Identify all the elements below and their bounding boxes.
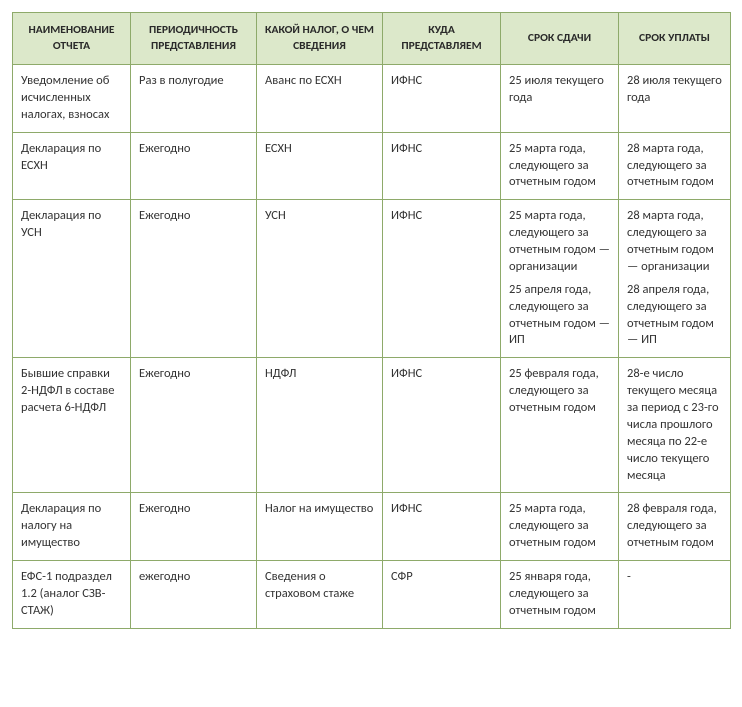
cell-deadline-text: 25 января года, следующего за отчетным г… [509,569,610,620]
cell-period: Ежегодно [131,132,257,200]
table-row: Декларация по налогу на имуществоЕжегодн… [13,493,731,561]
cell-payment: 28 марта года, следующего за отчетным го… [619,200,731,358]
table-row: Уведомление об исчисленных налогах, взно… [13,65,731,133]
cell-name: Декларация по налогу на имущество [13,493,131,561]
col-header-deadline: СРОК СДАЧИ [501,13,619,65]
cell-deadline-text: 25 марта года, следующего за отчетным го… [509,208,610,276]
cell-where: ИФНС [383,493,501,561]
table-row: Бывшие справки 2-НДФЛ в составе расчета … [13,358,731,493]
cell-deadline: 25 февраля года, следующего за отчетным … [501,358,619,493]
cell-period: Ежегодно [131,200,257,358]
cell-period: Раз в полугодие [131,65,257,133]
table-row: Декларация по ЕСХНЕжегодноЕСХНИФНС25 мар… [13,132,731,200]
col-header-where: КУДА ПРЕДСТАВЛЯЕМ [383,13,501,65]
cell-tax: Сведения о страховом стаже [257,561,383,629]
cell-deadline: 25 марта года, следующего за отчетным го… [501,200,619,358]
cell-deadline: 25 июля текущего года [501,65,619,133]
cell-payment: 28 февраля года, следующего за отчетным … [619,493,731,561]
col-header-payment: СРОК УПЛАТЫ [619,13,731,65]
cell-tax: Налог на имущество [257,493,383,561]
cell-where: ИФНС [383,200,501,358]
cell-deadline: 25 января года, следующего за отчетным г… [501,561,619,629]
cell-payment-text: 28 февраля года, следующего за отчетным … [627,501,722,552]
cell-deadline-text: 25 февраля года, следующего за отчетным … [509,366,610,417]
cell-payment: - [619,561,731,629]
cell-payment: 28 марта года, следующего за отчетным го… [619,132,731,200]
tax-reports-table: НАИМЕНОВАНИЕ ОТЧЕТА ПЕРИОДИЧНОСТЬ ПРЕДСТ… [12,12,731,629]
col-header-period: ПЕРИОДИЧНОСТЬ ПРЕДСТАВЛЕНИЯ [131,13,257,65]
cell-deadline-text: 25 марта года, следующего за отчетным го… [509,501,610,552]
cell-name: ЕФС-1 подраздел 1.2 (аналог СЗВ-СТАЖ) [13,561,131,629]
cell-deadline: 25 марта года, следующего за отчетным го… [501,132,619,200]
cell-payment-text: - [627,569,722,586]
col-header-name: НАИМЕНОВАНИЕ ОТЧЕТА [13,13,131,65]
cell-payment: 28 июля текущего года [619,65,731,133]
cell-payment-text: 28 марта года, следующего за отчетным го… [627,208,722,276]
table-body: Уведомление об исчисленных налогах, взно… [13,65,731,629]
cell-deadline: 25 марта года, следующего за отчетным го… [501,493,619,561]
cell-period: Ежегодно [131,358,257,493]
cell-payment-text: 28-е число текущего месяца за период с 2… [627,366,722,484]
cell-name: Уведомление об исчисленных налогах, взно… [13,65,131,133]
cell-tax: ЕСХН [257,132,383,200]
table-row: ЕФС-1 подраздел 1.2 (аналог СЗВ-СТАЖ)еже… [13,561,731,629]
cell-period: ежегодно [131,561,257,629]
cell-tax: УСН [257,200,383,358]
cell-tax: Аванс по ЕСХН [257,65,383,133]
col-header-tax: КАКОЙ НАЛОГ, О ЧЕМ СВЕДЕНИЯ [257,13,383,65]
cell-payment-text: 28 апреля года, следующего за отчетным г… [627,282,722,350]
cell-where: ИФНС [383,132,501,200]
table-header: НАИМЕНОВАНИЕ ОТЧЕТА ПЕРИОДИЧНОСТЬ ПРЕДСТ… [13,13,731,65]
cell-payment: 28-е число текущего месяца за период с 2… [619,358,731,493]
cell-deadline-text: 25 июля текущего года [509,73,610,107]
cell-where: ИФНС [383,65,501,133]
cell-payment-text: 28 июля текущего года [627,73,722,107]
cell-name: Бывшие справки 2-НДФЛ в составе расчета … [13,358,131,493]
cell-where: ИФНС [383,358,501,493]
cell-period: Ежегодно [131,493,257,561]
cell-name: Декларация по УСН [13,200,131,358]
cell-deadline-text: 25 апреля года, следующего за отчетным г… [509,282,610,350]
cell-name: Декларация по ЕСХН [13,132,131,200]
table-row: Декларация по УСНЕжегодноУСНИФНС25 марта… [13,200,731,358]
cell-tax: НДФЛ [257,358,383,493]
cell-where: СФР [383,561,501,629]
cell-payment-text: 28 марта года, следующего за отчетным го… [627,141,722,192]
cell-deadline-text: 25 марта года, следующего за отчетным го… [509,141,610,192]
